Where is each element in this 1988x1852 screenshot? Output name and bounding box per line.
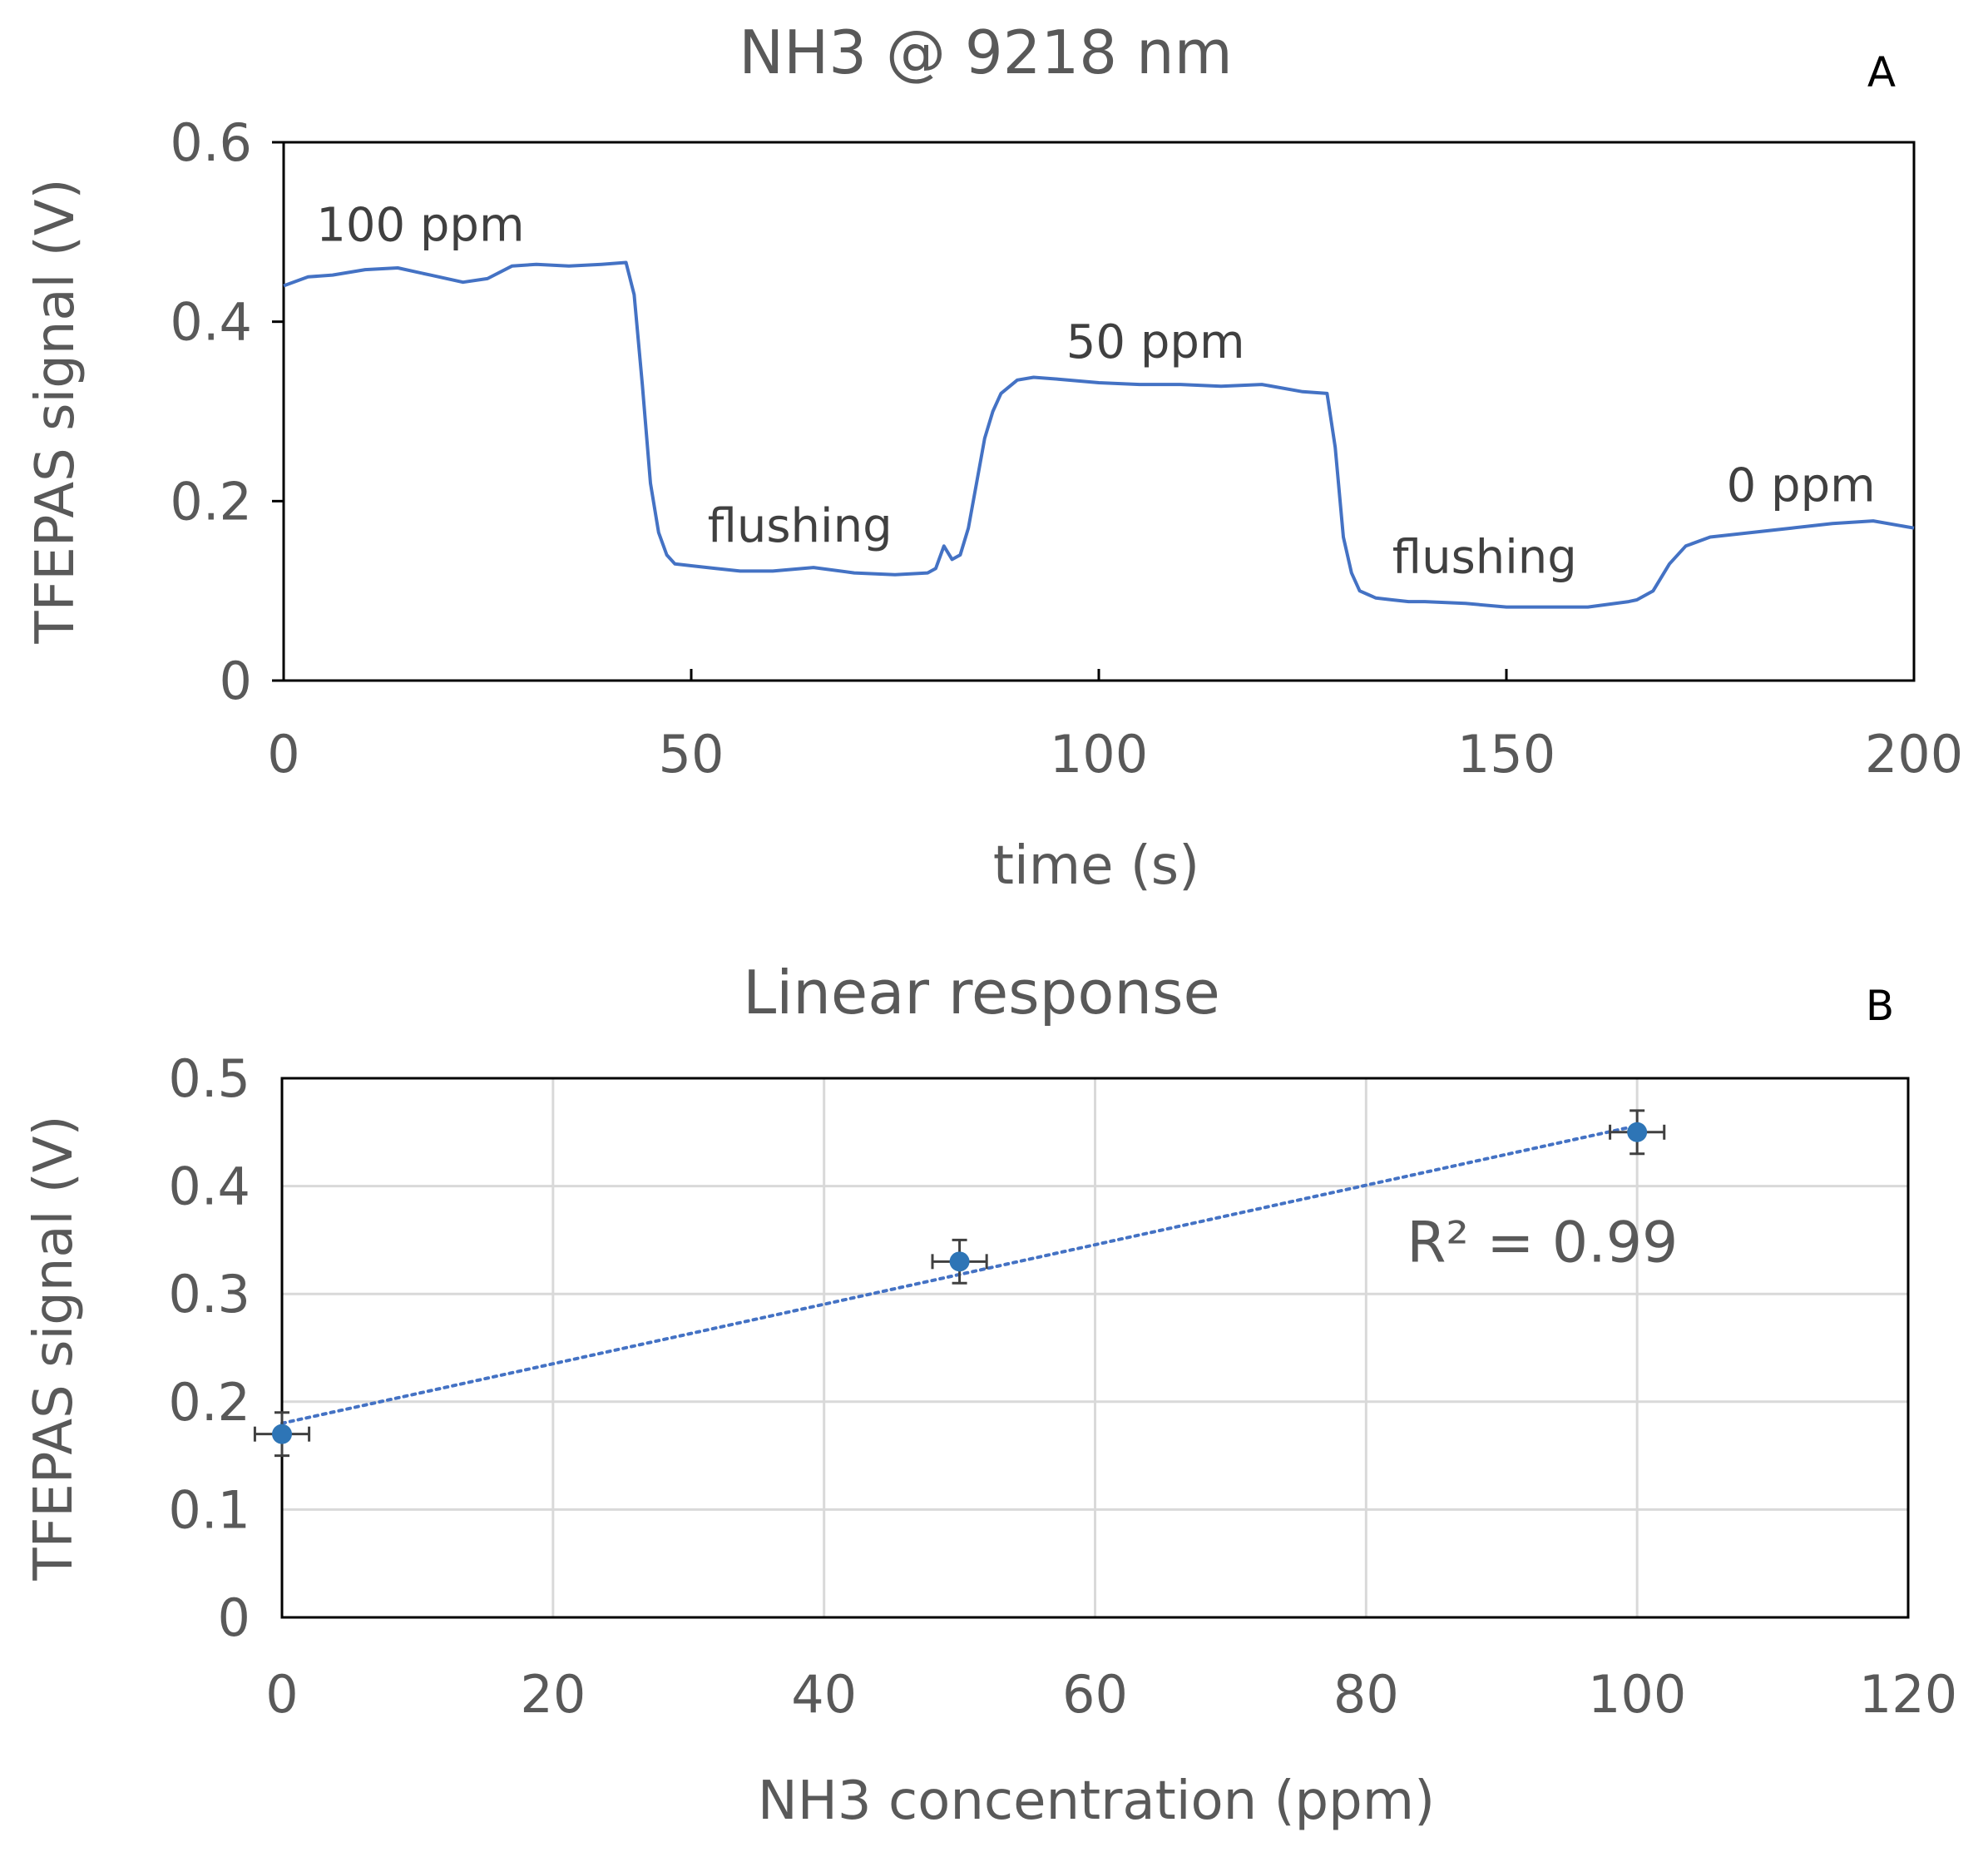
chart-b-y-tick-label: 0.5 bbox=[168, 1048, 250, 1109]
chart-b-data-point-group bbox=[253, 1411, 311, 1458]
chart-b-data-point bbox=[1627, 1122, 1648, 1142]
chart-a-annotation: flushing bbox=[708, 499, 893, 553]
chart-b-data-point bbox=[949, 1251, 970, 1272]
chart-a-annotation: 50 ppm bbox=[1066, 315, 1245, 369]
chart-b-x-tick-label: 0 bbox=[265, 1664, 298, 1725]
chart-a-annotation: flushing bbox=[1392, 531, 1577, 585]
chart-b-x-tick-label: 60 bbox=[1062, 1664, 1128, 1725]
chart-b-y-tick-label: 0.2 bbox=[168, 1372, 250, 1433]
chart-b-y-label: TFEPAS signal (V) bbox=[23, 1116, 85, 1582]
chart-a-x-tick-label: 150 bbox=[1457, 724, 1555, 785]
chart-a-annotation: 100 ppm bbox=[316, 199, 524, 253]
chart-b-title: Linear response bbox=[743, 958, 1220, 1028]
chart-b-panel-letter: B bbox=[1866, 982, 1894, 1030]
chart-b-annotation: R² = 0.99 bbox=[1407, 1210, 1678, 1275]
chart-a-y-tick-label: 0.4 bbox=[170, 292, 252, 353]
chart-a-x-tick-label: 100 bbox=[1050, 724, 1148, 785]
chart-b-data-point-group bbox=[1609, 1109, 1666, 1156]
chart-a-panel-letter: A bbox=[1867, 48, 1896, 97]
chart-b: Linear response B 0 0.1 0.2 0.3 0.4 0.5 0 20 40… bbox=[23, 958, 1957, 1832]
chart-b-data-point bbox=[272, 1424, 292, 1444]
chart-b-plot-area bbox=[280, 1077, 1910, 1619]
chart-a-y-label: TFEPAS signal (V) bbox=[25, 179, 87, 645]
chart-b-x-tick-label: 100 bbox=[1588, 1664, 1686, 1725]
chart-a-x-label: time (s) bbox=[993, 835, 1199, 897]
chart-b-x-tick-label: 40 bbox=[791, 1664, 857, 1725]
chart-a-title: NH3 @ 9218 nm bbox=[739, 17, 1232, 87]
chart-b-y-tick-label: 0.4 bbox=[168, 1156, 250, 1217]
chart-a-y-tick-label: 0.2 bbox=[170, 471, 252, 532]
chart-a-y-tick-label: 0.6 bbox=[170, 112, 252, 173]
chart-a-annotation: 0 ppm bbox=[1727, 458, 1876, 513]
chart-a-plot-area bbox=[282, 141, 1916, 682]
chart-b-y-tick-label: 0.3 bbox=[168, 1264, 250, 1325]
chart-b-data-point-group bbox=[931, 1238, 988, 1285]
chart-a-x-tick-label: 0 bbox=[267, 724, 299, 785]
chart-b-x-tick-label: 120 bbox=[1859, 1664, 1957, 1725]
chart-b-x-label: NH3 concentration (ppm) bbox=[758, 1770, 1435, 1832]
chart-a-x-tick-label: 200 bbox=[1865, 724, 1963, 785]
chart-b-x-tick-label: 80 bbox=[1333, 1664, 1399, 1725]
chart-b-x-tick-label: 20 bbox=[520, 1664, 586, 1725]
chart-a-series-line bbox=[283, 260, 1915, 609]
chart-b-y-tick-label: 0 bbox=[218, 1587, 250, 1648]
chart-b-y-tick-label: 0.1 bbox=[168, 1479, 250, 1540]
chart-a-x-tick-label: 50 bbox=[659, 724, 724, 785]
chart-a-y-tick-label: 0 bbox=[220, 651, 252, 711]
chart-a: NH3 @ 9218 nm A 00.20.40.6 0 50 100 150 200 … bbox=[25, 17, 1963, 897]
